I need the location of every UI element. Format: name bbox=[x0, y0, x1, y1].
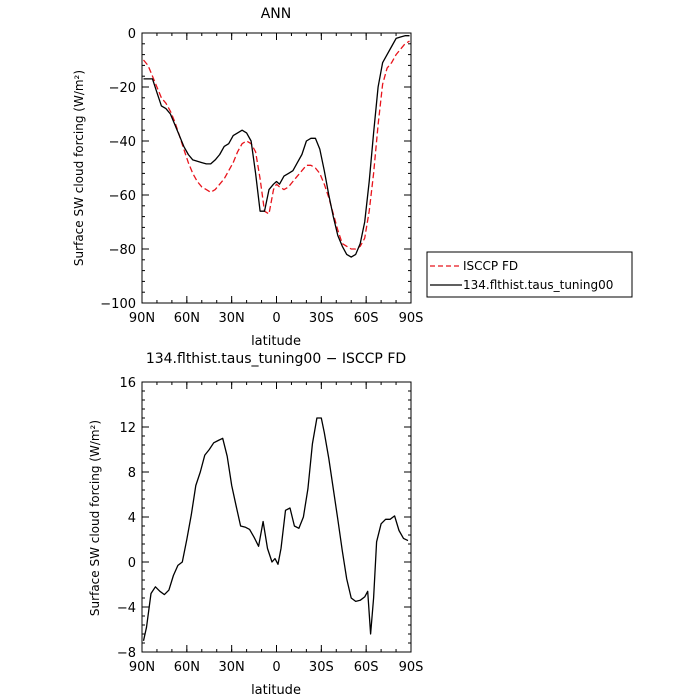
bottom-y-tick-label: −4 bbox=[117, 601, 136, 616]
bottom-y-tick-label: 0 bbox=[128, 556, 136, 571]
bottom-chart-x-ticks: 90N 60N 30N 0 30S 60S 90S bbox=[129, 382, 424, 675]
bottom-chart-title: 134.flthist.taus_tuning00 − ISCCP FD bbox=[146, 351, 406, 367]
top-x-tick-label: 90S bbox=[399, 311, 424, 326]
bottom-chart-frame bbox=[141, 381, 412, 653]
top-y-tick-label: −40 bbox=[109, 135, 136, 150]
top-y-tick-label: −20 bbox=[109, 81, 136, 96]
top-chart-title: ANN bbox=[261, 6, 292, 22]
bottom-x-tick-label: 90S bbox=[399, 660, 424, 675]
top-x-tick-label: 0 bbox=[272, 311, 280, 326]
bottom-x-tick-label: 60N bbox=[174, 660, 200, 675]
bottom-chart-xlabel: latitude bbox=[251, 683, 301, 698]
top-chart-x-ticks: 90N 60N 30N 0 30S 60S 90S bbox=[129, 33, 424, 326]
top-chart-frame bbox=[141, 32, 412, 304]
top-y-tick-label: −100 bbox=[100, 297, 136, 312]
legend-label-model: 134.flthist.taus_tuning00 bbox=[463, 278, 613, 292]
bottom-y-tick-label: 8 bbox=[128, 466, 136, 481]
top-chart-lines bbox=[143, 35, 410, 258]
bottom-x-tick-label: 0 bbox=[272, 660, 280, 675]
bottom-chart-lines bbox=[142, 417, 409, 641]
bottom-series-line-0 bbox=[142, 417, 409, 641]
top-series-line-0 bbox=[143, 40, 410, 250]
top-x-tick-label: 30N bbox=[219, 311, 245, 326]
top-chart-y-ticks: 0 −20 −40 −60 −80 −100 bbox=[100, 27, 411, 312]
top-y-tick-label: −60 bbox=[109, 189, 136, 204]
top-x-tick-label: 30S bbox=[309, 311, 334, 326]
bottom-x-tick-label: 60S bbox=[354, 660, 379, 675]
top-chart-xlabel: latitude bbox=[251, 334, 301, 349]
bottom-x-tick-label: 30S bbox=[309, 660, 334, 675]
bottom-x-tick-label: 90N bbox=[129, 660, 155, 675]
bottom-y-tick-label: −8 bbox=[117, 646, 136, 661]
bottom-chart: 134.flthist.taus_tuning00 − ISCCP FD Sur… bbox=[88, 351, 423, 698]
top-y-tick-label: 0 bbox=[128, 27, 136, 42]
top-chart-ylabel: Surface SW cloud forcing (W/m²) bbox=[72, 70, 86, 266]
bottom-chart-y-ticks: 16 12 8 4 0 −4 −8 bbox=[117, 376, 411, 661]
legend: ISCCP FD 134.flthist.taus_tuning00 bbox=[426, 251, 633, 298]
bottom-y-tick-label: 12 bbox=[119, 421, 136, 436]
bottom-y-tick-label: 4 bbox=[128, 511, 136, 526]
top-chart: ANN Surface SW cloud forcing (W/m²) lati… bbox=[72, 6, 423, 349]
legend-box bbox=[426, 251, 633, 298]
top-series-line-1 bbox=[143, 35, 410, 258]
bottom-y-tick-label: 16 bbox=[119, 376, 136, 391]
bottom-chart-ylabel: Surface SW cloud forcing (W/m²) bbox=[88, 420, 102, 616]
bottom-x-tick-label: 30N bbox=[219, 660, 245, 675]
top-x-tick-label: 60N bbox=[174, 311, 200, 326]
top-x-tick-label: 90N bbox=[129, 311, 155, 326]
top-y-tick-label: −80 bbox=[109, 243, 136, 258]
legend-label-isccp: ISCCP FD bbox=[463, 259, 518, 273]
top-x-tick-label: 60S bbox=[354, 311, 379, 326]
